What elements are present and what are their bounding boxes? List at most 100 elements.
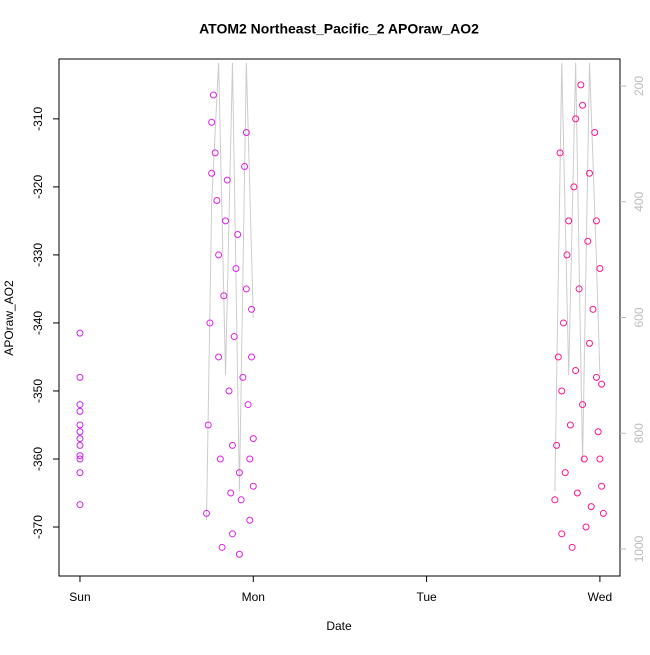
point <box>76 455 84 463</box>
point <box>585 169 593 177</box>
point <box>76 421 84 429</box>
point <box>222 217 230 225</box>
point <box>234 231 242 239</box>
x-tick-label: Mon <box>242 590 265 604</box>
point <box>598 482 606 490</box>
point <box>563 251 571 259</box>
point <box>565 217 573 225</box>
chart-title: ATOM2 Northeast_Pacific_2 APOraw_AO2 <box>199 21 479 37</box>
point <box>241 162 249 170</box>
point <box>591 128 599 136</box>
point <box>232 265 240 273</box>
point <box>76 469 84 477</box>
point <box>242 285 250 293</box>
point <box>575 285 583 293</box>
point <box>561 469 569 477</box>
y-tick-label: -340 <box>31 311 45 335</box>
point <box>202 509 210 517</box>
point <box>246 516 254 524</box>
point <box>220 292 228 300</box>
y2-tick-label: 800 <box>632 423 646 443</box>
point <box>592 217 600 225</box>
y-tick-label: -310 <box>31 107 45 131</box>
point <box>596 455 604 463</box>
y-tick-label: -330 <box>31 243 45 267</box>
point <box>76 452 84 460</box>
point <box>244 401 252 409</box>
point <box>242 128 250 136</box>
point <box>584 237 592 245</box>
point <box>579 101 587 109</box>
point <box>230 333 238 341</box>
point <box>248 305 256 313</box>
point <box>568 543 576 551</box>
point <box>582 523 590 531</box>
point <box>227 489 235 497</box>
point <box>206 319 214 327</box>
point <box>579 401 587 409</box>
point <box>553 441 561 449</box>
point <box>599 509 607 517</box>
point <box>76 329 84 337</box>
point <box>598 380 606 388</box>
point <box>566 421 574 429</box>
y2-tick-label: 200 <box>632 76 646 96</box>
point <box>209 91 217 99</box>
y-tick-label: -360 <box>31 447 45 471</box>
point <box>228 530 236 538</box>
point <box>76 407 84 415</box>
point <box>558 530 566 538</box>
point <box>211 149 219 157</box>
x-tick-label: Wed <box>588 590 612 604</box>
pressure-line <box>205 62 601 521</box>
point <box>235 550 243 558</box>
point <box>208 118 216 126</box>
y2-tick-label: 600 <box>632 307 646 327</box>
point <box>76 428 84 436</box>
point <box>573 489 581 497</box>
y2-tick-label: 1000 <box>632 535 646 562</box>
point <box>76 435 84 443</box>
point <box>76 373 84 381</box>
point <box>556 149 564 157</box>
point <box>215 251 223 259</box>
point <box>215 353 223 361</box>
point <box>551 496 559 504</box>
point <box>216 455 224 463</box>
x-axis-label: Date <box>326 619 352 633</box>
point <box>592 373 600 381</box>
point <box>237 496 245 504</box>
y-tick-label: -350 <box>31 379 45 403</box>
point <box>585 339 593 347</box>
y-tick-label: -370 <box>31 515 45 539</box>
point <box>246 455 254 463</box>
point <box>589 305 597 313</box>
point <box>76 441 84 449</box>
point <box>572 115 580 123</box>
point <box>76 501 84 509</box>
point <box>223 176 231 184</box>
point <box>213 196 221 204</box>
point <box>204 421 212 429</box>
point <box>76 401 84 409</box>
point <box>577 81 585 89</box>
point <box>596 265 604 273</box>
point <box>570 183 578 191</box>
point <box>572 367 580 375</box>
point <box>580 455 588 463</box>
point <box>248 353 256 361</box>
x-tick-label: Sun <box>69 590 90 604</box>
point <box>558 387 566 395</box>
point <box>560 319 568 327</box>
point <box>228 441 236 449</box>
y-axis-label: APOraw_AO2 <box>2 280 16 356</box>
point <box>249 435 257 443</box>
y2-tick-label: 400 <box>632 191 646 211</box>
y-tick-label: -320 <box>31 175 45 199</box>
x-tick-label: Tue <box>416 590 437 604</box>
point <box>249 482 257 490</box>
point <box>235 469 243 477</box>
plot-box <box>58 58 621 577</box>
